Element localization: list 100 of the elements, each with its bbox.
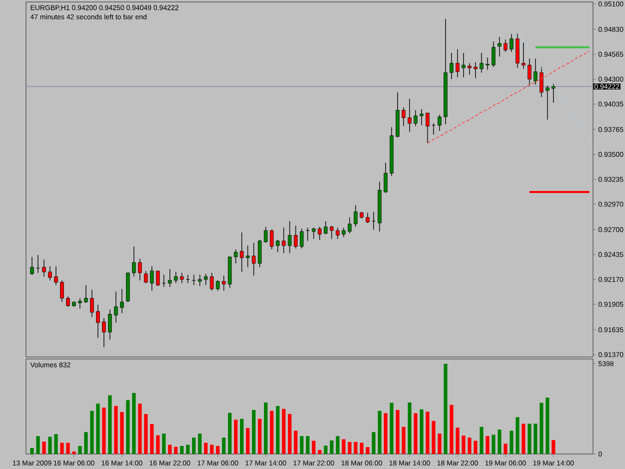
candlestick <box>60 280 64 302</box>
candlestick <box>174 272 178 284</box>
candlestick <box>102 318 106 348</box>
bar <box>288 414 292 454</box>
candlestick <box>216 280 220 292</box>
candlestick <box>144 270 148 284</box>
bar <box>264 402 268 454</box>
bar <box>372 432 376 454</box>
bar <box>516 417 520 454</box>
candlestick <box>78 298 82 309</box>
candlestick <box>120 288 124 314</box>
bar <box>204 442 208 454</box>
bar <box>348 442 352 454</box>
candlestick <box>342 227 346 238</box>
bar <box>528 424 532 454</box>
bar <box>276 406 280 454</box>
candlestick <box>522 42 526 70</box>
candlestick <box>258 240 262 268</box>
bar <box>396 410 400 454</box>
bar <box>444 364 448 454</box>
candlestick <box>30 256 34 276</box>
bar <box>30 448 34 454</box>
bar <box>162 434 166 454</box>
bar <box>294 430 298 454</box>
bar <box>72 451 76 454</box>
bar <box>282 408 286 454</box>
candlestick <box>354 204 358 228</box>
candlestick <box>210 272 214 292</box>
candlestick <box>300 228 304 249</box>
bar <box>258 418 262 454</box>
candlestick <box>426 112 430 144</box>
bar <box>450 404 454 454</box>
bar <box>252 410 256 454</box>
candlestick <box>180 272 184 284</box>
candlestick <box>438 114 442 132</box>
candlestick <box>306 227 310 242</box>
bar <box>222 438 226 454</box>
bar <box>402 426 406 454</box>
candlestick <box>138 258 142 281</box>
candlestick <box>114 291 118 324</box>
bar <box>168 444 172 454</box>
bar <box>174 446 178 454</box>
bar <box>210 444 214 454</box>
bar <box>270 410 274 454</box>
candlestick <box>42 259 46 277</box>
bar <box>522 424 526 454</box>
candlestick <box>486 57 490 70</box>
bar <box>540 402 544 454</box>
bar <box>432 420 436 454</box>
candlestick <box>456 48 460 78</box>
candlestick <box>48 266 52 281</box>
candlestick <box>234 248 238 264</box>
bar <box>180 446 184 454</box>
candlestick <box>528 58 532 86</box>
bar <box>42 442 46 454</box>
candlestick <box>510 34 514 52</box>
bar <box>198 434 202 454</box>
bar <box>546 398 550 454</box>
bar <box>318 450 322 454</box>
candlestick <box>414 110 418 127</box>
bar <box>390 402 394 454</box>
candlestick <box>468 62 472 75</box>
bar <box>90 410 94 454</box>
bar <box>510 430 514 454</box>
candlestick <box>312 227 316 240</box>
bar <box>306 436 310 454</box>
candlestick <box>222 275 226 292</box>
bar <box>138 404 142 454</box>
bar <box>504 444 508 454</box>
candlestick <box>198 274 202 286</box>
bar <box>36 436 40 454</box>
candlestick <box>450 52 454 80</box>
bar <box>48 436 52 454</box>
bar <box>240 418 244 454</box>
bar <box>120 412 124 454</box>
bar <box>66 442 70 454</box>
bar <box>366 447 370 454</box>
candlestick <box>288 220 292 254</box>
candlestick <box>240 232 244 272</box>
candlestick <box>330 225 334 240</box>
candlestick <box>324 220 328 235</box>
line-series <box>517 32 590 140</box>
bar <box>480 426 484 454</box>
bar <box>300 436 304 454</box>
bar <box>486 436 490 454</box>
bar <box>216 446 220 454</box>
bar <box>330 440 334 454</box>
bar <box>84 432 88 454</box>
candlestick <box>156 270 160 286</box>
bar <box>132 392 136 454</box>
bar <box>498 430 502 454</box>
bar <box>552 440 556 454</box>
bar <box>336 436 340 454</box>
bar <box>342 439 346 454</box>
candlestick <box>66 296 70 308</box>
bar <box>192 438 196 454</box>
candlestick <box>90 289 94 318</box>
candlestick <box>474 62 478 79</box>
candlestick <box>366 212 370 224</box>
bar <box>324 446 328 454</box>
